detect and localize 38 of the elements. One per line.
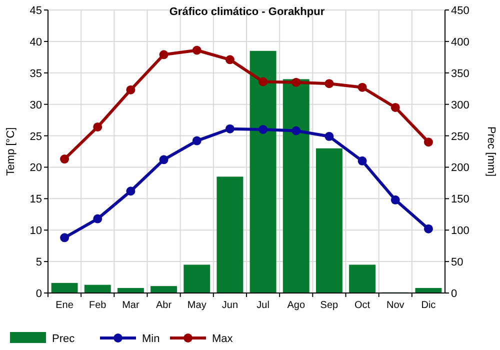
y2-tick-label: 450 [451, 5, 470, 17]
x-tick-label: Ago [287, 300, 306, 311]
y2-tick-label: 250 [451, 130, 470, 143]
x-tick-label: Dic [421, 300, 436, 311]
x-tick-label: Oct [354, 300, 370, 311]
y2-axis-title: Prec [mm] [485, 126, 497, 177]
x-tick-label: Mar [122, 300, 140, 311]
x-tick-label: Ene [56, 300, 74, 311]
y-tick-label: 15 [30, 194, 42, 206]
y2-tick-label: 300 [451, 99, 470, 112]
y-tick-label: 0 [36, 288, 42, 300]
legend-label: Prec [52, 333, 76, 345]
x-tick-label: Nov [386, 300, 404, 311]
y-tick-label: 25 [30, 130, 42, 143]
x-tick-label: Feb [89, 300, 107, 311]
y2-tick-label: 150 [451, 194, 470, 206]
x-tick-label: Abr [156, 300, 172, 311]
y2-tick-label: 50 [451, 256, 464, 269]
legend-label: Min [142, 333, 160, 345]
y-tick-label: 40 [30, 36, 42, 48]
chart-title: Gráfico climático - Gorakhpur [169, 6, 326, 18]
y-tick-label: 20 [30, 162, 42, 174]
x-tick-label: Jul [256, 300, 270, 311]
legend-label: Max [212, 333, 234, 345]
y-tick-label: 35 [30, 68, 42, 80]
x-tick-label: Sep [320, 300, 339, 311]
x-tick-label: Jun [222, 300, 238, 311]
x-tick-label: May [187, 300, 206, 311]
y-tick-label: 45 [30, 5, 42, 17]
y2-tick-label: 0 [451, 288, 458, 300]
y-tick-label: 30 [30, 99, 42, 112]
y2-tick-label: 400 [451, 36, 470, 48]
y-tick-label: 10 [30, 225, 42, 238]
y2-tick-label: 350 [451, 68, 470, 80]
y-axis-title: Temp [°C] [5, 127, 17, 176]
y2-tick-label: 100 [451, 225, 470, 238]
y2-tick-label: 200 [451, 162, 470, 174]
y-tick-label: 5 [36, 256, 42, 269]
